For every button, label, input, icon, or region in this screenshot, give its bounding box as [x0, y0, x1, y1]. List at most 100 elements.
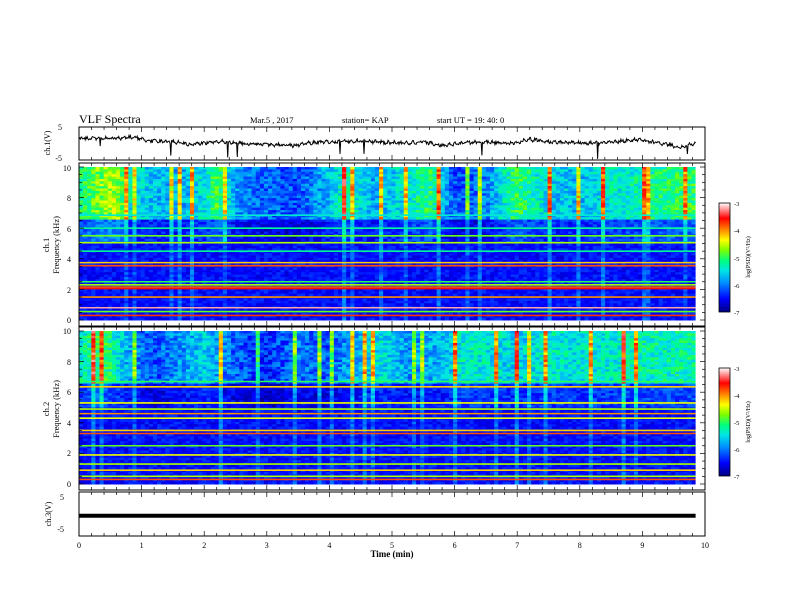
spectrogram-cell — [148, 274, 154, 278]
spectrogram-cell — [116, 183, 121, 187]
spectrogram-cell — [91, 272, 96, 276]
spectrogram-cell — [140, 217, 146, 221]
spectrogram-cell — [91, 174, 96, 178]
spectrogram-cell — [157, 195, 162, 199]
spectrogram-cell — [218, 317, 224, 321]
spectrogram-cell — [120, 181, 125, 185]
spectrogram-cell — [107, 300, 113, 304]
spectrogram-cell — [157, 219, 162, 223]
spectrogram-cell — [148, 260, 154, 264]
spectrogram-cell — [140, 317, 146, 321]
spectrogram-cell — [132, 167, 138, 170]
spectrogram-cell — [144, 193, 150, 197]
spectrogram-cell — [350, 317, 355, 321]
spectrogram-cell — [95, 231, 101, 235]
spectrogram-cell — [99, 174, 105, 178]
spectrogram-cell — [321, 317, 327, 321]
spectrogram-cell — [161, 167, 166, 170]
ch1-trace — [78, 133, 696, 159]
spectrogram-cell — [91, 198, 96, 201]
spectrogram-cell — [144, 202, 150, 206]
spectrogram-cell — [116, 276, 121, 280]
spectrogram-cell — [144, 267, 150, 271]
spectrogram-cell — [132, 205, 138, 209]
spectrogram-cell — [107, 183, 113, 187]
spectrogram-cell — [103, 214, 109, 218]
spectrogram-cell — [124, 288, 129, 292]
spectrogram-cell — [87, 279, 92, 283]
spectrogram-cell — [148, 202, 154, 206]
spectrogram-cell — [107, 205, 113, 209]
spectrogram-cell — [124, 190, 129, 194]
station-label: station= KAP — [342, 115, 389, 125]
spectrogram-cell — [103, 205, 109, 209]
spectrogram-cell — [358, 317, 364, 321]
spectrogram-cell — [99, 210, 105, 213]
spectrogram-cell — [161, 176, 166, 180]
spectrogram-cell — [152, 260, 158, 264]
spectrogram-cell — [116, 303, 121, 307]
spectrogram-cell — [87, 288, 92, 292]
spectrogram-cell — [148, 293, 154, 297]
spectrogram-cell — [136, 174, 142, 178]
spectrogram-cell — [144, 293, 150, 297]
spectrogram-cell — [144, 308, 150, 311]
spectrogram-cell — [116, 272, 121, 276]
spectrogram-cell — [157, 214, 162, 218]
spectrogram-cell — [152, 269, 158, 273]
spectrogram-cell — [83, 217, 88, 221]
spectrogram-cell — [132, 190, 138, 194]
spectrogram-cell — [362, 317, 368, 321]
spectrogram-cell — [103, 288, 109, 292]
spectrogram-cell — [152, 205, 158, 209]
spectrogram-cell — [91, 207, 96, 211]
spectrogram-cell — [99, 167, 105, 170]
spectrogram-cell — [144, 195, 150, 199]
spectrogram-cell — [300, 317, 306, 321]
spectrogram-cell — [91, 195, 96, 199]
spectrogram-cell — [116, 200, 121, 204]
spectrogram-cell — [79, 236, 84, 240]
spectrogram-cell — [103, 272, 109, 276]
spectrogram-cell — [383, 317, 388, 321]
spectrogram-cell — [99, 183, 105, 187]
spectrogram-cell — [83, 303, 88, 307]
spectrogram-cell — [111, 257, 117, 261]
spectrogram-cell — [140, 205, 146, 209]
spectrogram-cell — [136, 293, 142, 297]
spectrogram-cell — [87, 210, 92, 213]
spectrogram-cell — [152, 198, 158, 201]
spectrogram-cell — [120, 214, 125, 218]
spectrogram-cell — [111, 260, 117, 264]
spectrogram-cell — [231, 317, 236, 321]
spectrogram-cell — [79, 207, 84, 211]
spectrogram-cell — [136, 181, 142, 185]
spectrogram-cell — [140, 291, 146, 295]
spectrogram-cell — [87, 243, 92, 247]
spectrogram-cell — [132, 231, 138, 235]
spectrogram-cell — [325, 317, 331, 321]
spectrogram-cell — [124, 260, 129, 264]
spectrogram-cell — [337, 317, 343, 321]
spectrogram-cell — [136, 210, 142, 213]
spectrogram-cell — [140, 245, 146, 249]
spectrogram-cell — [116, 260, 121, 264]
spectrogram-cell — [87, 214, 92, 218]
spectrogram-cell — [152, 248, 158, 252]
spectrogram-cell — [124, 269, 129, 273]
spectrogram-cell — [157, 205, 162, 209]
spectrogram-cell — [148, 221, 154, 225]
spectrogram-cell — [83, 291, 88, 295]
spectrogram-cell — [148, 167, 154, 170]
spectrogram-cell — [116, 229, 121, 233]
spectrogram-cell — [157, 200, 162, 204]
spectrogram-cell — [103, 207, 109, 211]
spectrogram-cell — [116, 317, 121, 321]
spectrogram-cell — [116, 176, 121, 180]
spectrogram-cell — [95, 219, 101, 223]
spectrogram-cell — [132, 202, 138, 206]
spectrogram-cell — [83, 190, 88, 194]
spectrogram-cell — [120, 250, 125, 254]
spectrogram-cell — [116, 212, 121, 216]
spectrogram-cell — [128, 190, 133, 194]
